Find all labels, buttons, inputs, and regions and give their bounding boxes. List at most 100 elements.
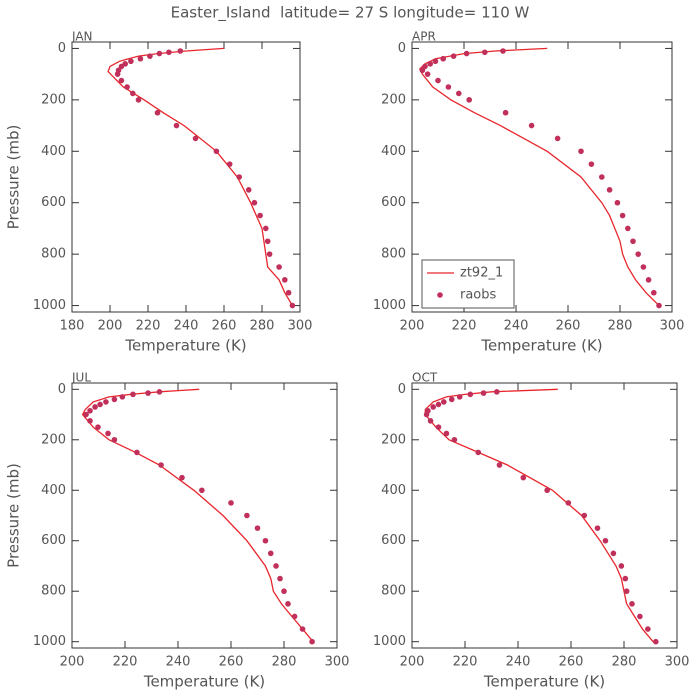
panel: 0 200 400 600 800 1000 180 200 220 240 260 280 300 JA… bbox=[5, 30, 313, 355]
obs-point bbox=[299, 626, 306, 632]
obs-point bbox=[622, 575, 629, 582]
obs-point bbox=[588, 161, 595, 167]
panel-label: JAN bbox=[71, 30, 93, 44]
obs-point bbox=[594, 525, 601, 531]
obs-point bbox=[482, 49, 488, 56]
obs-point bbox=[254, 525, 261, 531]
y-tick-label: 200 bbox=[381, 432, 406, 447]
y-tick-label: 200 bbox=[41, 432, 66, 447]
y-tick-label: 400 bbox=[41, 483, 66, 498]
obs-point bbox=[111, 396, 118, 403]
obs-point bbox=[87, 407, 93, 414]
panel: 0 200 400 600 800 1000 200 220 240 260 280 300 APR Te… bbox=[373, 30, 685, 355]
legend-label: zt92_1 bbox=[460, 266, 503, 281]
obs-point bbox=[456, 394, 463, 400]
panel-label: JUL bbox=[71, 371, 91, 385]
obs-point bbox=[463, 50, 470, 57]
y-tick-label: 1000 bbox=[33, 634, 66, 649]
x-tick-label: 300 bbox=[665, 655, 690, 670]
plot-frame bbox=[411, 382, 678, 649]
x-tick-label: 240 bbox=[166, 655, 191, 670]
obs-point bbox=[441, 399, 447, 405]
panel-label: OCT bbox=[412, 371, 438, 385]
obs-point bbox=[606, 187, 613, 193]
obs-point bbox=[440, 55, 447, 62]
x-axis-label: Temperature (K) bbox=[483, 673, 605, 691]
x-tick-label: 280 bbox=[250, 319, 275, 334]
obs-point bbox=[599, 174, 605, 180]
x-tick-label: 300 bbox=[660, 319, 685, 334]
y-tick-label: 800 bbox=[381, 584, 406, 599]
obs-point bbox=[427, 61, 434, 67]
legend-label: raobs bbox=[460, 288, 497, 303]
obs-point bbox=[199, 487, 205, 494]
obs-point bbox=[502, 109, 509, 116]
obs-point bbox=[285, 601, 291, 607]
obs-point bbox=[128, 58, 134, 65]
obs-point bbox=[656, 302, 662, 309]
obs-point bbox=[435, 77, 441, 84]
obs-point bbox=[445, 84, 452, 90]
y-tick-label: 0 bbox=[58, 41, 66, 56]
y-axis-label: Pressure (mb) bbox=[5, 463, 23, 568]
y-tick-label: 0 bbox=[398, 382, 406, 397]
obs-point bbox=[105, 430, 111, 437]
obs-point bbox=[154, 109, 161, 116]
x-tick-label: 240 bbox=[506, 655, 531, 670]
obs-point bbox=[192, 135, 199, 142]
x-tick-label: 280 bbox=[608, 319, 633, 334]
x-axis-label: Temperature (K) bbox=[124, 337, 246, 355]
figure-title: Easter_Island latitude= 27 S longitude= … bbox=[171, 4, 530, 23]
obs-point bbox=[500, 48, 506, 54]
obs-point bbox=[629, 601, 635, 607]
x-tick-label: 240 bbox=[174, 319, 199, 334]
y-tick-label: 0 bbox=[398, 41, 406, 56]
obs-point bbox=[147, 53, 153, 59]
obs-point bbox=[244, 512, 250, 519]
x-tick-label: 220 bbox=[452, 319, 477, 334]
x-tick-label: 240 bbox=[504, 319, 529, 334]
x-tick-label: 300 bbox=[288, 319, 313, 334]
obs-point bbox=[111, 436, 118, 443]
y-tick-label: 600 bbox=[41, 533, 66, 548]
obs-point bbox=[289, 302, 296, 309]
plot-frame bbox=[71, 41, 301, 313]
panel: 0 200 400 600 800 1000 200 220 240 260 280 300 OCT Te… bbox=[373, 371, 690, 691]
obs-point bbox=[435, 401, 442, 408]
obs-point bbox=[95, 424, 101, 430]
obs-point bbox=[435, 424, 442, 430]
obs-point bbox=[251, 199, 258, 206]
x-tick-label: 260 bbox=[219, 655, 244, 670]
obs-point bbox=[118, 63, 125, 70]
obs-point bbox=[166, 49, 172, 56]
y-tick-label: 200 bbox=[381, 92, 406, 107]
obs-point bbox=[619, 212, 626, 219]
x-tick-label: 220 bbox=[113, 655, 138, 670]
y-tick-label: 600 bbox=[41, 195, 66, 210]
obs-point bbox=[645, 626, 651, 632]
obs-point bbox=[625, 225, 631, 232]
obs-point bbox=[630, 238, 636, 245]
x-tick-label: 260 bbox=[559, 655, 584, 670]
obs-point bbox=[257, 212, 263, 219]
obs-point bbox=[263, 225, 269, 232]
obs-point bbox=[623, 588, 630, 595]
obs-point bbox=[554, 135, 561, 142]
plot-frame bbox=[71, 382, 338, 649]
obs-point bbox=[645, 277, 652, 283]
obs-point bbox=[528, 122, 535, 129]
obs-point bbox=[97, 401, 103, 408]
x-tick-label: 200 bbox=[400, 655, 425, 670]
plot-frame bbox=[411, 41, 673, 313]
obs-point bbox=[124, 84, 130, 90]
y-tick-label: 400 bbox=[381, 483, 406, 498]
y-tick-label: 800 bbox=[41, 584, 66, 599]
obs-point bbox=[427, 418, 434, 424]
obs-point bbox=[456, 90, 462, 97]
y-tick-label: 600 bbox=[381, 533, 406, 548]
obs-point bbox=[443, 430, 450, 437]
x-tick-label: 200 bbox=[400, 319, 425, 334]
obs-point bbox=[282, 277, 288, 283]
obs-point bbox=[118, 77, 125, 84]
